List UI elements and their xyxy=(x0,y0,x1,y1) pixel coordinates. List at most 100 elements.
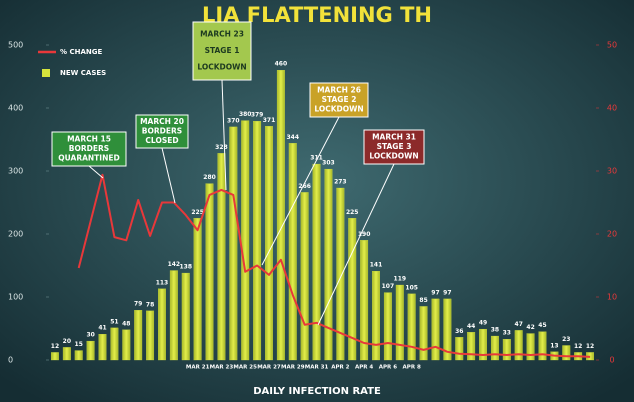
y2-tick-label: 0 xyxy=(609,356,614,365)
bar xyxy=(372,271,380,361)
annotation-pointer xyxy=(317,163,395,326)
bar-value-label: 379 xyxy=(251,112,264,119)
legend-label: % CHANGE xyxy=(60,48,102,56)
annotation-box xyxy=(192,21,252,81)
bar-value-label: 138 xyxy=(179,264,192,271)
bar-value-label: 371 xyxy=(263,117,276,124)
bar xyxy=(431,298,440,361)
y-tick-label: 500 xyxy=(8,41,23,50)
bar-value-label: 48 xyxy=(122,320,130,327)
y-tick-label: 0 xyxy=(8,356,13,365)
bar-value-label: 119 xyxy=(394,276,407,283)
y2-tick-label: 30 xyxy=(607,167,617,176)
bar-value-label: 12 xyxy=(574,343,582,350)
bar-value-label: 97 xyxy=(443,289,451,296)
bar xyxy=(562,345,571,361)
bar-value-label: 141 xyxy=(370,262,383,269)
bar xyxy=(86,340,95,361)
bar-value-label: 460 xyxy=(275,61,288,68)
bar-value-label: 380 xyxy=(239,111,252,118)
x-tick-label: MAR 21 xyxy=(186,365,210,371)
y2-tick-label: 10 xyxy=(607,293,617,302)
bar xyxy=(193,218,202,361)
bar-value-label: 38 xyxy=(491,327,499,334)
x-tick-label: MAR 23 xyxy=(210,365,234,371)
bar xyxy=(229,126,238,361)
annotation-text: BORDERS xyxy=(142,127,182,136)
bar xyxy=(383,292,392,361)
bar xyxy=(395,284,404,361)
bar xyxy=(419,306,428,361)
bar-value-label: 328 xyxy=(215,144,228,151)
annotation-pointer xyxy=(221,79,227,191)
y2-tick-label: 40 xyxy=(607,104,617,113)
annotation-text: MARCH 31 xyxy=(372,132,416,141)
x-tick-label: APR 8 xyxy=(403,365,421,371)
annotation-text: STAGE 2 xyxy=(322,95,357,104)
legend-swatch xyxy=(42,69,50,77)
annotation-pointer xyxy=(161,147,176,204)
x-tick-label: APR 6 xyxy=(379,365,397,371)
bar-value-label: 23 xyxy=(562,336,570,343)
bar xyxy=(479,328,487,361)
bar-value-label: 45 xyxy=(538,322,546,329)
x-axis-label: DAILY INFECTION RATE xyxy=(253,386,381,397)
x-tick-label: MAR 25 xyxy=(233,365,257,371)
bar xyxy=(514,330,523,361)
bar-value-label: 225 xyxy=(191,209,204,216)
bar xyxy=(324,168,333,361)
bar-value-label: 105 xyxy=(405,284,418,291)
bar xyxy=(146,310,155,361)
annotation-text: LOCKDOWN xyxy=(197,63,246,72)
change-line xyxy=(77,173,591,358)
bar xyxy=(134,310,143,361)
bar xyxy=(526,333,535,361)
bar-value-label: 370 xyxy=(227,117,240,124)
bar-value-label: 49 xyxy=(479,320,487,327)
bar-value-label: 36 xyxy=(455,328,463,335)
bar-value-label: 20 xyxy=(63,338,71,345)
bar xyxy=(217,153,226,361)
bar xyxy=(253,121,262,361)
annotation-pointer xyxy=(261,116,340,266)
bar-value-label: 266 xyxy=(298,183,311,190)
bar xyxy=(110,327,119,361)
bar-value-label: 311 xyxy=(310,155,323,162)
bar-value-label: 225 xyxy=(346,209,359,216)
y-tick-label: 100 xyxy=(8,293,23,302)
bar xyxy=(300,192,309,361)
bar xyxy=(455,337,464,361)
bar-value-label: 41 xyxy=(98,325,106,332)
bar xyxy=(467,332,476,361)
x-tick-label: APR 2 xyxy=(331,365,349,371)
annotation-pointer xyxy=(88,165,104,179)
annotation-text: CLOSED xyxy=(145,136,178,145)
bar xyxy=(265,126,273,361)
annotation-text: QUARANTINED xyxy=(58,154,119,163)
bar xyxy=(443,298,452,361)
bar-value-label: 113 xyxy=(156,279,169,286)
bar xyxy=(158,288,166,361)
bar-value-label: 142 xyxy=(168,261,181,268)
bar xyxy=(122,329,131,361)
bar xyxy=(288,143,297,361)
bar-value-label: 42 xyxy=(526,324,534,331)
bar xyxy=(336,187,345,361)
bar-value-label: 51 xyxy=(110,318,118,325)
bar xyxy=(502,339,511,361)
bar xyxy=(181,272,190,361)
annotation-text: MARCH 20 xyxy=(140,117,184,126)
y2-tick-label: 20 xyxy=(607,230,617,239)
y-tick-label: 200 xyxy=(8,230,23,239)
x-tick-label: APR 4 xyxy=(355,365,373,371)
bar-value-label: 78 xyxy=(146,301,154,308)
annotation-text: LOCKDOWN xyxy=(314,105,363,114)
bar xyxy=(169,270,178,361)
bar xyxy=(490,335,499,361)
bar-value-label: 33 xyxy=(503,330,511,337)
annotation-text: STAGE 1 xyxy=(205,46,240,55)
bar xyxy=(74,350,83,361)
bar xyxy=(50,352,59,361)
x-tick-label: MAR 31 xyxy=(305,365,329,371)
